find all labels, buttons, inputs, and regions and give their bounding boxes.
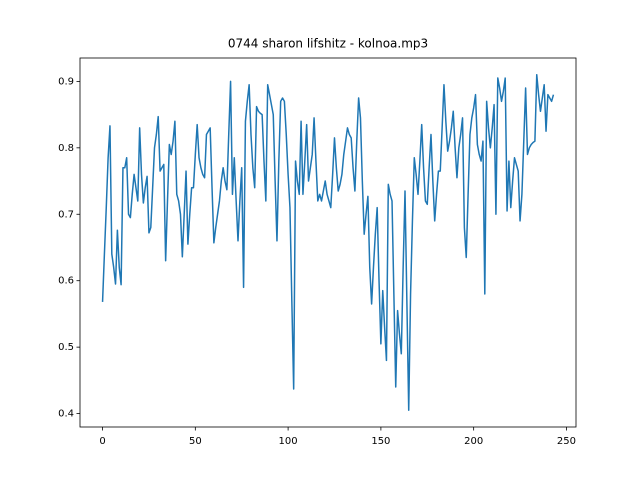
y-tick-label: 0.6 — [58, 276, 74, 287]
y-tick-label: 0.8 — [58, 143, 74, 154]
x-tick-label: 50 — [189, 436, 202, 447]
plot-frame — [79, 57, 577, 428]
x-tick-label: 250 — [557, 436, 576, 447]
x-tick-label: 200 — [464, 436, 483, 447]
y-tick-label: 0.5 — [58, 342, 74, 353]
chart-title: 0744 sharon lifshitz - kolnoa.mp3 — [228, 37, 428, 51]
x-tick-label: 0 — [99, 436, 105, 447]
y-tick-label: 0.9 — [58, 76, 74, 87]
y-tick-label: 0.7 — [58, 209, 74, 220]
x-tick-label: 150 — [371, 436, 390, 447]
y-tick-label: 0.4 — [58, 409, 74, 420]
x-tick-label: 100 — [279, 436, 298, 447]
data-line — [101, 73, 555, 412]
